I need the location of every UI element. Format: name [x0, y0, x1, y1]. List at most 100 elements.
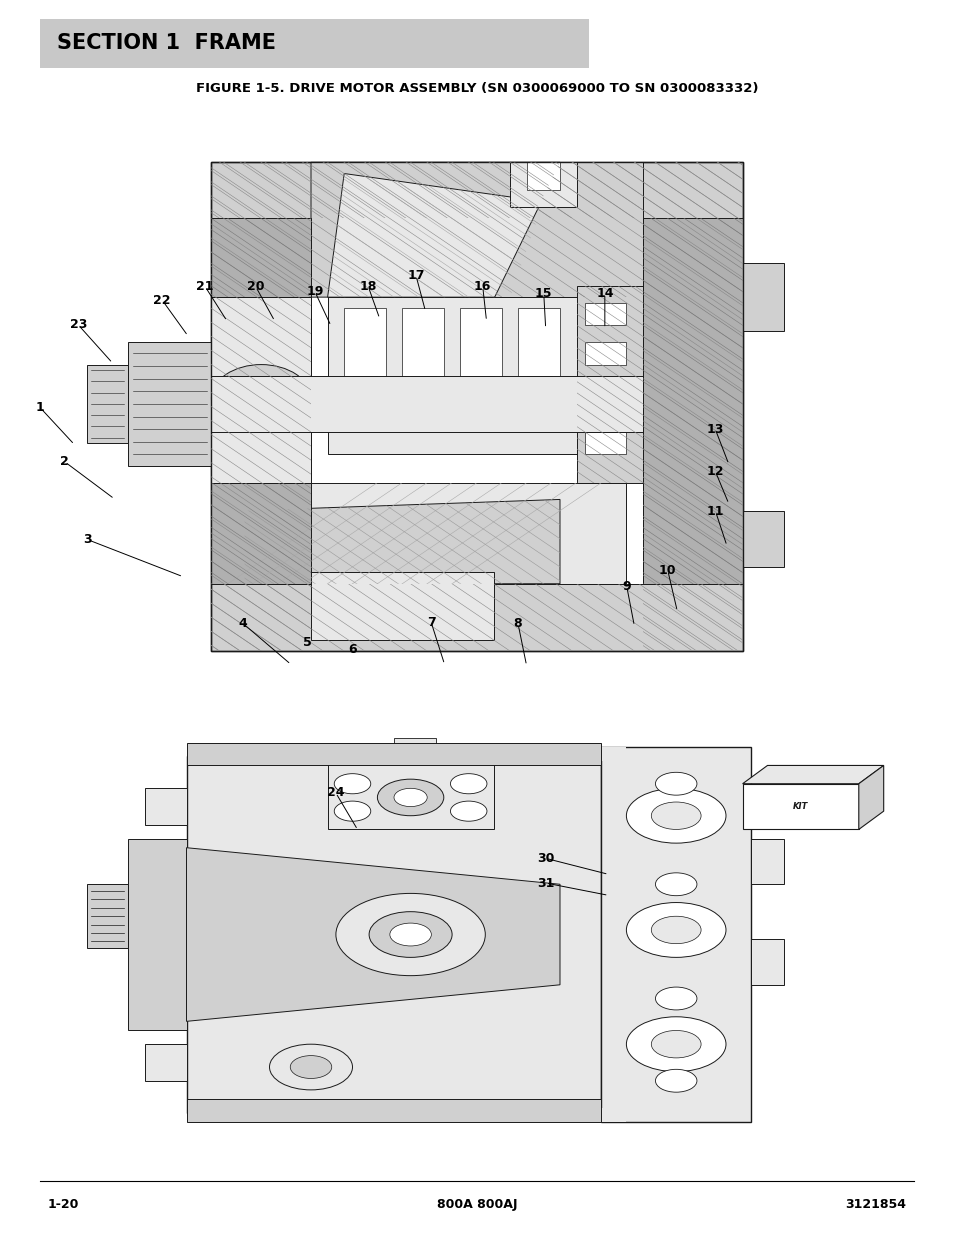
Polygon shape	[212, 162, 741, 651]
Text: 2: 2	[60, 456, 70, 468]
Polygon shape	[311, 162, 559, 298]
Bar	[741, 784, 858, 830]
Circle shape	[334, 773, 371, 794]
Polygon shape	[493, 162, 642, 298]
Text: 13: 13	[706, 424, 723, 436]
Bar	[129, 839, 187, 1030]
Text: 22: 22	[153, 294, 171, 306]
Polygon shape	[576, 285, 642, 483]
Text: 1-20: 1-20	[48, 1198, 79, 1210]
Polygon shape	[212, 483, 311, 584]
Bar	[526, 162, 559, 190]
Circle shape	[450, 802, 486, 821]
Text: 8: 8	[513, 618, 522, 630]
Bar	[353, 375, 377, 421]
Circle shape	[626, 903, 725, 957]
Bar	[584, 342, 626, 364]
Text: 18: 18	[359, 280, 376, 293]
Circle shape	[369, 911, 452, 957]
Bar	[526, 375, 551, 421]
Text: 31: 31	[537, 877, 554, 889]
Bar	[584, 432, 626, 454]
Bar	[145, 1045, 186, 1081]
Text: 16: 16	[474, 280, 491, 293]
Circle shape	[450, 773, 486, 794]
Bar	[129, 342, 212, 466]
Circle shape	[270, 1045, 352, 1091]
Bar	[750, 939, 783, 984]
Circle shape	[334, 802, 371, 821]
Bar	[40, 19, 588, 68]
Circle shape	[377, 779, 443, 816]
Polygon shape	[600, 747, 626, 761]
Polygon shape	[186, 847, 559, 1021]
Bar	[741, 263, 783, 331]
Bar	[212, 162, 741, 651]
Circle shape	[390, 923, 431, 946]
Bar	[311, 219, 642, 584]
Bar	[394, 739, 435, 756]
Bar	[145, 788, 186, 825]
Bar	[518, 309, 559, 387]
Text: 17: 17	[407, 269, 424, 282]
Circle shape	[651, 916, 700, 944]
Bar	[344, 309, 385, 387]
Circle shape	[655, 873, 697, 895]
Text: 10: 10	[659, 564, 676, 577]
Text: 21: 21	[196, 280, 213, 293]
Text: 14: 14	[596, 288, 613, 300]
Text: 12: 12	[706, 466, 723, 478]
Text: 800A 800AJ: 800A 800AJ	[436, 1198, 517, 1210]
Bar	[510, 162, 576, 207]
Polygon shape	[327, 298, 626, 454]
Bar	[600, 747, 750, 1121]
Circle shape	[651, 802, 700, 830]
Bar	[87, 364, 129, 443]
Circle shape	[290, 1056, 332, 1078]
Circle shape	[212, 364, 311, 432]
Text: 15: 15	[535, 288, 552, 300]
Text: 9: 9	[621, 580, 631, 593]
Bar	[402, 309, 443, 387]
Text: 24: 24	[327, 787, 344, 799]
Polygon shape	[741, 766, 882, 784]
Bar	[212, 375, 642, 432]
Polygon shape	[244, 499, 559, 584]
Text: 3: 3	[83, 534, 92, 546]
Polygon shape	[858, 766, 882, 830]
Bar	[468, 375, 493, 421]
Bar	[186, 1099, 600, 1121]
Circle shape	[394, 788, 427, 806]
Text: 11: 11	[706, 505, 723, 517]
Polygon shape	[212, 298, 311, 483]
Circle shape	[236, 382, 286, 415]
Circle shape	[651, 1030, 700, 1058]
Polygon shape	[600, 1108, 626, 1121]
Circle shape	[626, 788, 725, 844]
Bar	[584, 387, 626, 410]
Bar	[87, 884, 129, 948]
Polygon shape	[327, 173, 543, 298]
Text: 20: 20	[247, 280, 264, 293]
Bar	[186, 742, 600, 766]
Bar	[311, 573, 493, 640]
Bar	[584, 303, 626, 325]
Text: 5: 5	[302, 636, 312, 648]
Polygon shape	[228, 483, 626, 584]
Text: SECTION 1  FRAME: SECTION 1 FRAME	[57, 33, 276, 53]
Bar	[186, 756, 600, 1113]
Text: 1: 1	[35, 401, 45, 414]
Polygon shape	[327, 756, 493, 830]
Text: 6: 6	[348, 643, 357, 656]
Bar	[410, 375, 435, 421]
Circle shape	[655, 772, 697, 795]
Text: 7: 7	[426, 616, 436, 629]
Text: 3121854: 3121854	[844, 1198, 905, 1210]
Circle shape	[655, 1070, 697, 1092]
Bar	[750, 839, 783, 884]
Circle shape	[655, 987, 697, 1010]
Text: 30: 30	[537, 852, 554, 864]
Text: 23: 23	[70, 319, 87, 331]
Bar	[741, 511, 783, 567]
Bar	[460, 309, 501, 387]
